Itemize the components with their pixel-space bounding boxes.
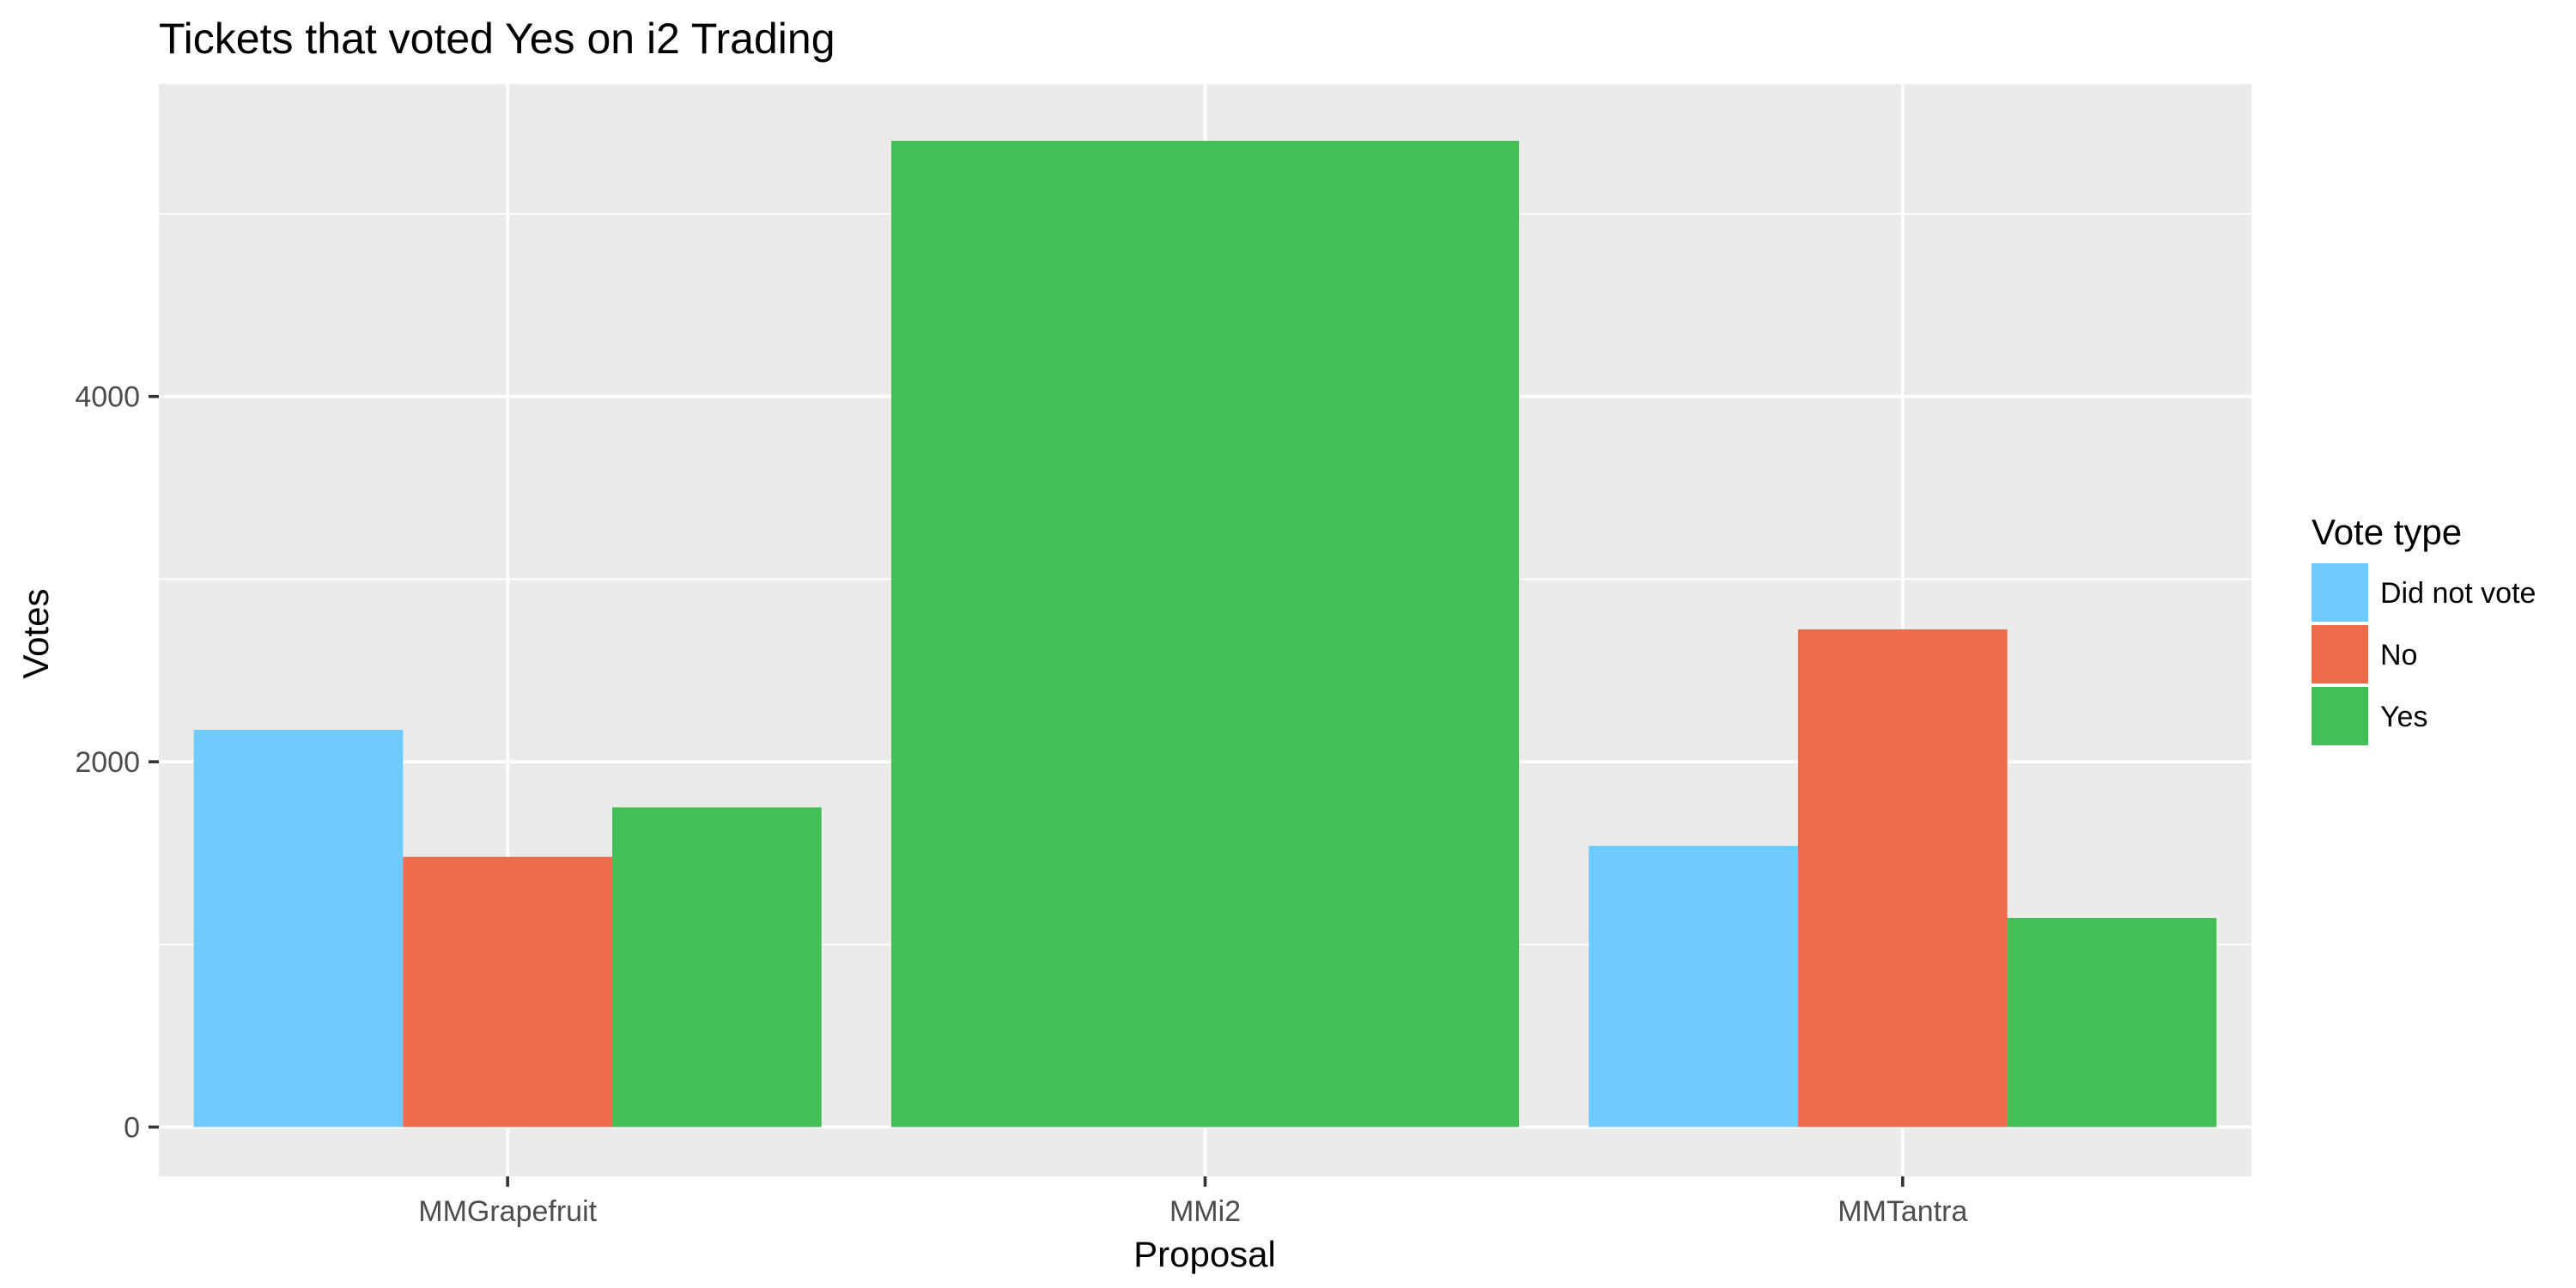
legend-key-yes xyxy=(2312,687,2368,745)
bar-mmtantra-did-not-vote xyxy=(1589,845,1798,1127)
legend-key-no xyxy=(2312,625,2368,683)
bar-mmgrapefruit-no xyxy=(403,856,613,1127)
bar-mmgrapefruit-did-not-vote xyxy=(193,729,404,1127)
y-tick-label: 0 xyxy=(124,1112,140,1145)
y-tick-label: 4000 xyxy=(75,381,140,414)
bar-mmgrapefruit-yes xyxy=(612,807,822,1127)
x-tick-label: MMGrapefruit xyxy=(418,1195,597,1228)
legend: Vote type Did not vote No Yes xyxy=(2312,512,2536,745)
legend-label: No xyxy=(2380,639,2417,671)
legend-items: Did not vote No Yes xyxy=(2312,563,2536,745)
axes: 0 2000 4000 MMGrapefruit MMi2 MMTantra xyxy=(75,381,1967,1228)
y-tick-label: 2000 xyxy=(75,746,140,779)
x-axis-title: Proposal xyxy=(1133,1234,1276,1274)
bars xyxy=(193,140,2217,1127)
bar-mmi2-yes xyxy=(890,140,1520,1127)
y-axis-title: Votes xyxy=(15,588,56,678)
legend-key-did-not-vote xyxy=(2312,563,2368,622)
legend-label: Did not vote xyxy=(2380,577,2536,610)
legend-label: Yes xyxy=(2380,701,2427,733)
x-tick-label: MMi2 xyxy=(1170,1195,1241,1228)
x-tick-label: MMTantra xyxy=(1838,1195,1967,1228)
bar-mmtantra-yes xyxy=(2007,918,2217,1127)
legend-title: Vote type xyxy=(2312,512,2462,552)
bar-mmtantra-no xyxy=(1797,629,2008,1127)
chart-title: Tickets that voted Yes on i2 Trading xyxy=(159,15,835,63)
